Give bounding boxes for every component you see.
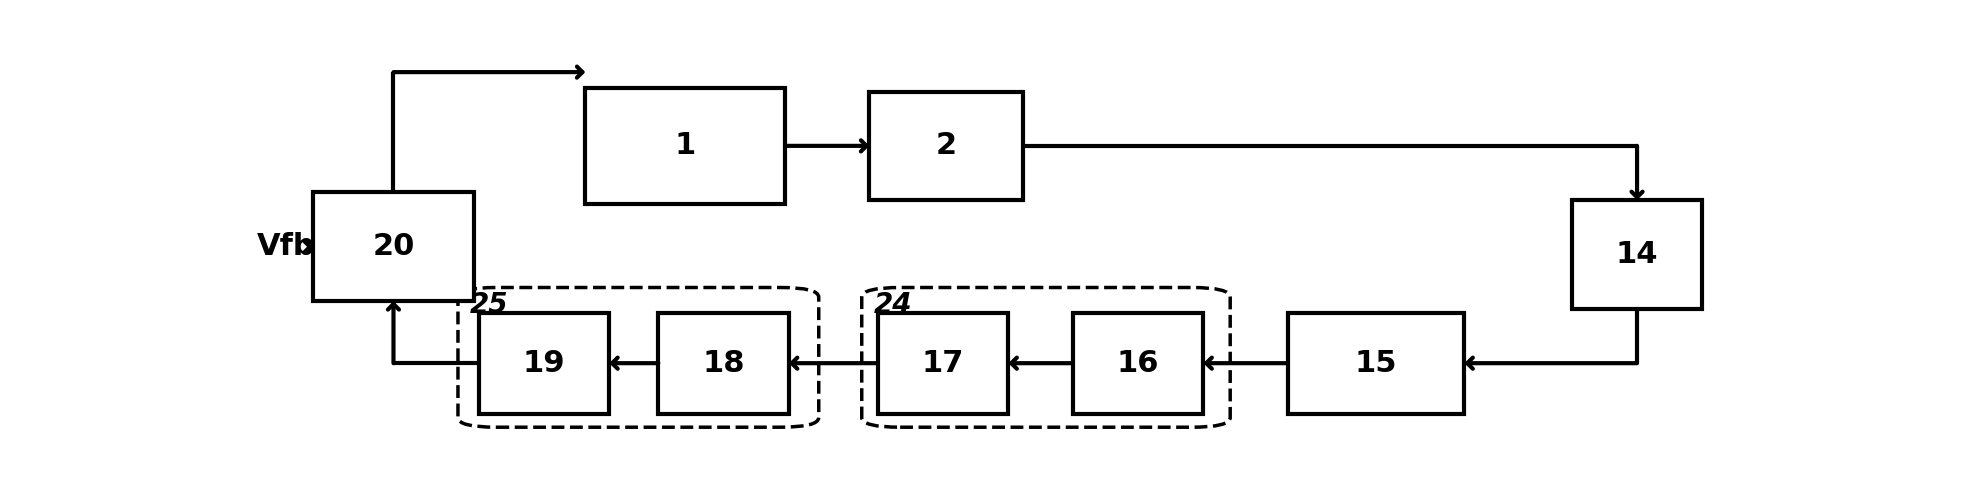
Bar — [877, 312, 1008, 414]
Bar — [1287, 312, 1463, 414]
Text: Vfb: Vfb — [257, 232, 315, 261]
Bar — [869, 92, 1022, 200]
Text: 24: 24 — [873, 291, 913, 320]
Text: 25: 25 — [469, 291, 509, 320]
Text: 14: 14 — [1616, 240, 1657, 269]
Text: 19: 19 — [523, 349, 564, 377]
Text: 20: 20 — [372, 232, 414, 261]
Text: 2: 2 — [935, 132, 956, 160]
Text: 17: 17 — [921, 349, 964, 377]
Bar — [1570, 200, 1701, 309]
Bar — [479, 312, 610, 414]
Text: 18: 18 — [703, 349, 744, 377]
Text: 15: 15 — [1354, 349, 1396, 377]
Bar — [657, 312, 788, 414]
Bar — [313, 193, 473, 301]
Bar — [1073, 312, 1202, 414]
Text: 1: 1 — [675, 132, 695, 160]
Bar — [586, 88, 784, 204]
Text: 16: 16 — [1117, 349, 1158, 377]
